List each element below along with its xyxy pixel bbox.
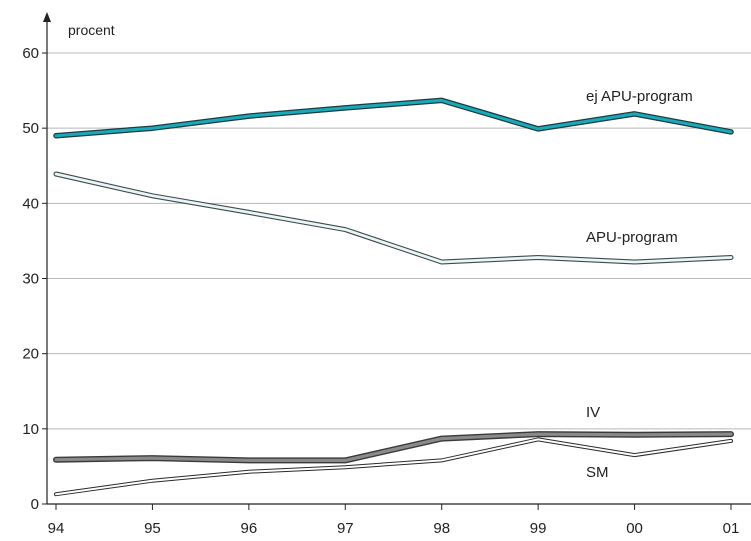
y-tick-label: 0 (31, 496, 39, 513)
series-outline-ej-apu-program (53, 97, 734, 139)
y-tick-label: 60 (22, 45, 39, 62)
series-label-ej-apu-program: ej APU-program (586, 88, 693, 105)
x-tick-label: 95 (144, 520, 161, 536)
y-unit-label: procent (68, 22, 115, 38)
y-tick-label: 30 (22, 271, 39, 288)
y-tick-label: 10 (22, 421, 39, 438)
series-line-ej-apu-program (54, 98, 733, 138)
x-tick-label: 94 (48, 520, 65, 536)
series-line-iv (54, 432, 733, 462)
labels: 0 10 20 30 40 50 60 94 95 96 97 98 99 00 01 procent ej A… (22, 22, 740, 537)
series-line-sm (55, 438, 732, 496)
y-tick-label: 40 (22, 195, 39, 212)
series-line-apu-program (54, 172, 733, 264)
x-tick-label: 00 (626, 520, 643, 536)
series-lines (53, 97, 734, 497)
x-tick-label: 99 (530, 520, 547, 536)
series-outline-apu-program (53, 171, 734, 265)
series-outline-iv (53, 431, 734, 464)
y-tick-label: 50 (22, 120, 39, 137)
axes (42, 12, 751, 510)
series-label-apu-program: APU-program (586, 229, 678, 246)
x-tick-label: 01 (723, 520, 740, 536)
y-tick-label: 20 (22, 346, 39, 363)
x-tick-label: 97 (337, 520, 354, 536)
series-label-iv: IV (586, 404, 600, 421)
series-label-sm: SM (586, 464, 609, 481)
y-axis-arrow (43, 12, 51, 22)
x-tick-label: 98 (433, 520, 450, 536)
x-tick-label: 96 (241, 520, 258, 536)
